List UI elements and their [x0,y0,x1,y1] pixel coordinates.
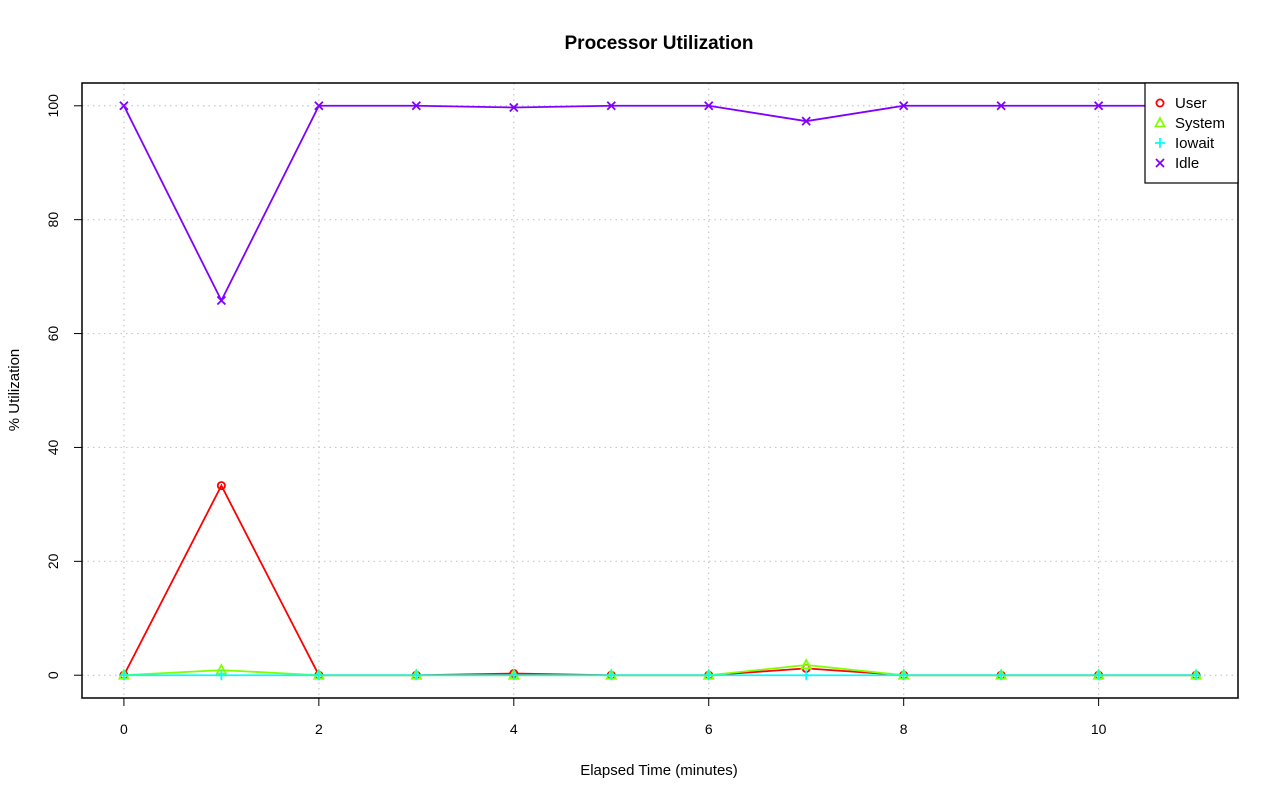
y-tick-label: 0 [45,671,61,679]
data-point-idle [314,101,324,111]
series-line-system [123,664,1197,677]
data-point-idle [119,101,129,111]
data-point-iowait [898,670,909,681]
data-point-iowait [118,670,129,681]
series-user [119,481,1201,680]
y-tick-label: 80 [45,212,61,228]
x-tick-label: 10 [1091,721,1107,737]
data-point-iowait [1093,670,1104,681]
x-tick-label: 8 [900,721,908,737]
x-tick-label: 0 [120,721,128,737]
legend-label-idle: Idle [1175,155,1199,172]
plot-frame [81,82,1239,699]
data-point-iowait [606,670,617,681]
legend-symbol-iowait [1155,138,1165,148]
grid-lines [82,83,1238,698]
legend-label-system: System [1175,115,1225,132]
data-point-user [216,481,226,491]
data-point-idle [509,102,519,113]
data-point-idle [606,101,616,111]
y-tick-label: 60 [45,326,61,342]
data-point-idle [411,101,421,111]
x-axis-label: Elapsed Time (minutes) [580,762,738,779]
y-tick-label: 20 [45,553,61,569]
series-line-user [123,483,1197,677]
series-iowait [118,670,1202,681]
data-point-iowait [313,670,324,681]
data-point-idle [704,101,714,111]
legend-label-user: User [1175,95,1207,112]
legend-symbol-system [1154,116,1166,128]
legend: User System Iowait Idle [1144,82,1239,184]
data-point-iowait [703,670,714,681]
data-point-idle [216,295,227,306]
data-point-idle [899,101,909,111]
x-tick-label: 2 [315,721,323,737]
x-tick-label: 4 [510,721,518,737]
data-point-iowait [216,670,227,681]
data-point-iowait [1191,670,1202,681]
y-axis-label: % Utilization [6,349,23,432]
y-axis: 0 20 40 60 80 100 [45,94,82,679]
data-point-idle [996,101,1006,111]
y-tick-label: 100 [45,94,61,118]
series-line-idle [123,104,1197,303]
data-point-iowait [411,670,422,681]
data-point-iowait [801,670,812,681]
data-point-iowait [996,670,1007,681]
x-tick-label: 6 [705,721,713,737]
x-axis: 0 2 4 6 8 10 [120,697,1107,737]
data-point-idle [1093,101,1104,111]
legend-symbol-user [1155,98,1165,108]
data-point-iowait [508,670,519,681]
chart-title: Processor Utilization [565,33,754,54]
data-point-idle [801,116,811,126]
legend-label-iowait: Iowait [1175,135,1215,152]
series-idle [119,101,1201,306]
legend-symbol-idle [1155,158,1165,168]
series-layer [117,101,1203,681]
data-point-system [800,658,813,670]
y-tick-label: 40 [45,439,61,455]
